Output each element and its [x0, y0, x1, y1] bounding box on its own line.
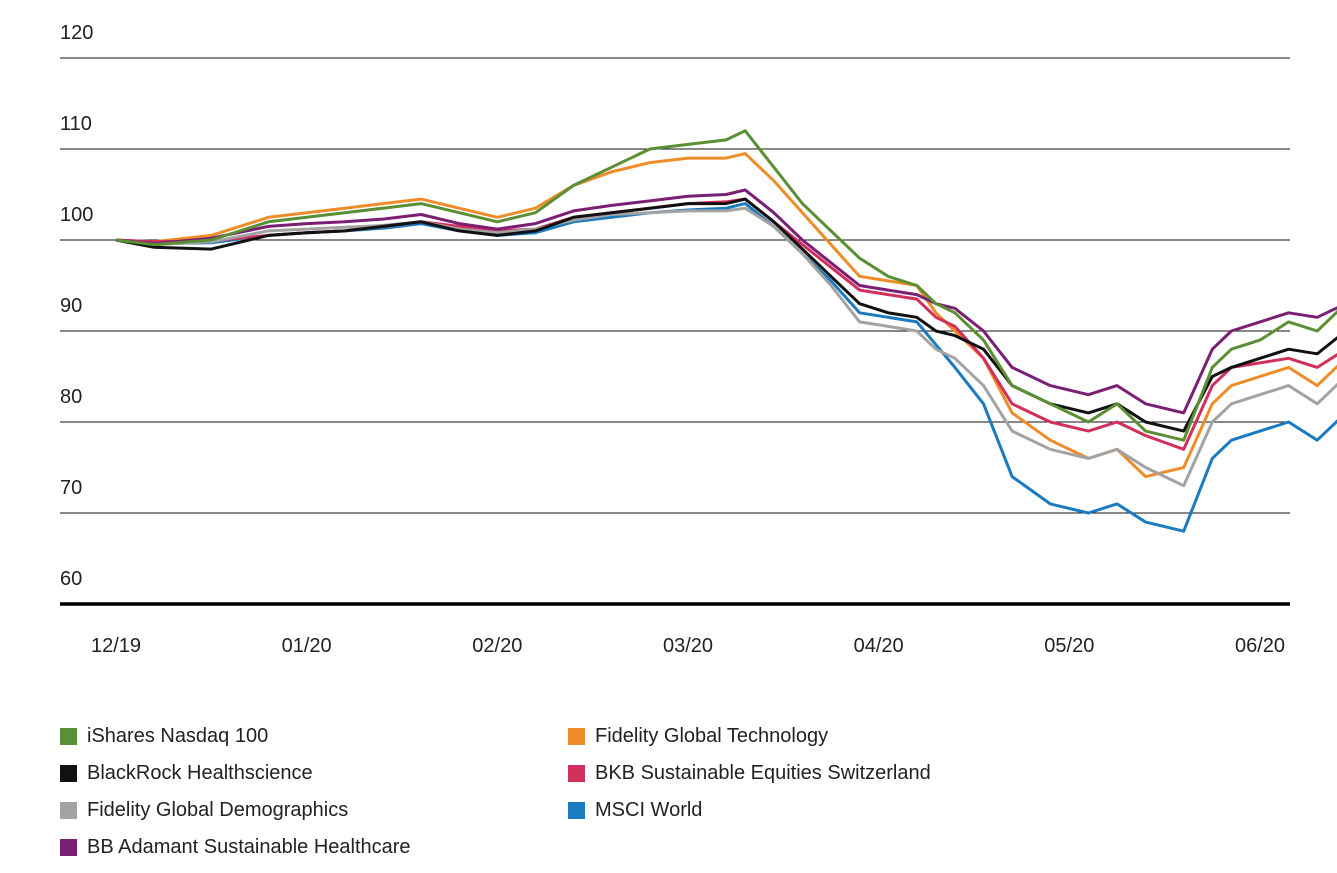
legend-swatch: [60, 765, 77, 782]
legend-label: BlackRock Healthscience: [87, 762, 313, 784]
x-tick-label: 04/20: [854, 635, 904, 657]
legend-label: BB Adamant Sustainable Healthcare: [87, 836, 411, 858]
x-tick-label: 01/20: [282, 635, 332, 657]
legend-item: BB Adamant Sustainable Healthcare: [60, 836, 411, 859]
legend-label: iShares Nasdaq 100: [87, 725, 269, 747]
legend-item: BlackRock Healthscience: [60, 762, 313, 785]
series-line-blackrock-healthscience: [115, 197, 1337, 433]
y-tick-label: 110: [60, 113, 92, 135]
legend-swatch: [60, 802, 77, 819]
legend-swatch: [60, 839, 77, 856]
series-line-bb-adamant-sustainable-healthcare: [115, 188, 1337, 415]
legend-item: Fidelity Global Technology: [568, 725, 828, 748]
y-tick-label: 70: [60, 477, 82, 499]
legend-label: BKB Sustainable Equities Switzerland: [595, 762, 931, 784]
x-axis-ticks: 12/19 01/20 02/20 03/20 04/20 05/20 06/20: [91, 635, 1285, 657]
legend-label: Fidelity Global Demographics: [87, 799, 349, 821]
legend-item: iShares Nasdaq 100: [60, 725, 268, 748]
y-tick-label: 80: [60, 386, 82, 408]
legend-swatch: [568, 728, 585, 745]
x-tick-label: 05/20: [1044, 635, 1094, 657]
legend-item: BKB Sustainable Equities Switzerland: [568, 762, 931, 785]
x-tick-label: 12/19: [91, 635, 141, 657]
series-line-msci-world: [115, 202, 1337, 533]
legend-swatch: [568, 765, 585, 782]
series-lines: [115, 129, 1337, 533]
series-line-bkb-sustainable-equities-switzerland: [115, 197, 1337, 451]
y-tick-label: 120: [60, 22, 93, 44]
legend-label: MSCI World: [595, 799, 703, 821]
x-tick-label: 02/20: [472, 635, 522, 657]
y-axis-ticks: 120 110 100 90 80 70 60: [60, 22, 93, 590]
x-tick-label: 03/20: [663, 635, 713, 657]
y-tick-label: 60: [60, 568, 82, 590]
x-tick-label: 06/20: [1235, 635, 1285, 657]
legend-item: Fidelity Global Demographics: [60, 799, 348, 822]
y-tick-label: 90: [60, 295, 82, 317]
series-line-fidelity-global-demographics: [115, 206, 1337, 488]
legend-swatch: [568, 802, 585, 819]
legend-label: Fidelity Global Technology: [595, 725, 829, 747]
y-tick-label: 100: [60, 204, 93, 226]
gridlines: [60, 57, 1290, 606]
legend-item: MSCI World: [568, 799, 702, 822]
series-line-ishares-nasdaq-100: [115, 129, 1337, 442]
series-line-fidelity-global-technology: [115, 152, 1337, 479]
line-chart: 120 110 100 90 80 70 60 12/19 01/20 02/20 03/20 04…: [60, 22, 1337, 657]
legend-swatch: [60, 728, 77, 745]
